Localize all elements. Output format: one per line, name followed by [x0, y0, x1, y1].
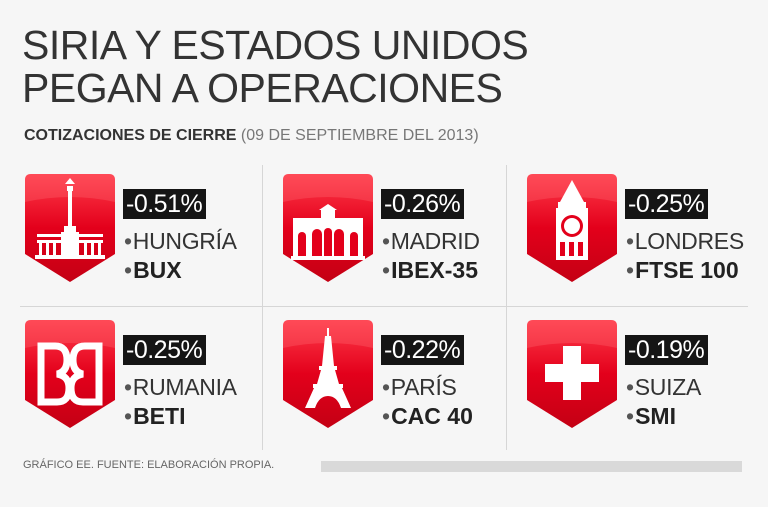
market-card-hungria: -0.51% •HUNGRÍA •BUX — [20, 172, 260, 302]
market-country: •MADRID — [382, 228, 480, 254]
change-value: -0.51% — [123, 189, 207, 219]
market-card-suiza: -0.19% •SUIZA •SMI — [522, 318, 762, 448]
bvb-logo-icon — [23, 318, 117, 430]
market-country: •LONDRES — [626, 228, 744, 254]
eiffel-tower-icon — [281, 318, 375, 430]
market-index: •BUX — [124, 257, 182, 283]
market-card-rumania: -0.25% •RUMANIA •BETI — [20, 318, 260, 448]
footer-source: GRÁFICO EE. FUENTE: ELABORACIÓN PROPIA. — [23, 459, 275, 471]
change-value: -0.25% — [625, 189, 709, 219]
divider-horizontal — [20, 306, 748, 307]
market-index: •FTSE 100 — [626, 257, 739, 283]
change-value: -0.19% — [625, 335, 709, 365]
market-index: •IBEX-35 — [382, 257, 478, 283]
market-country: •PARÍS — [382, 374, 457, 400]
subtitle-date: (09 DE SEPTIEMBRE DEL 2013) — [240, 127, 479, 144]
market-index: •CAC 40 — [382, 403, 473, 429]
market-country: •SUIZA — [626, 374, 701, 400]
market-card-madrid: -0.26% •MADRID •IBEX-35 — [278, 172, 518, 302]
subtitle-bold: COTIZACIONES DE CIERRE — [24, 127, 237, 144]
divider-vertical — [262, 165, 263, 450]
market-country: •HUNGRÍA — [124, 228, 237, 254]
change-value: -0.25% — [123, 335, 207, 365]
alcala-gate-icon — [281, 172, 375, 284]
monument-icon — [23, 172, 117, 284]
title-line-1: SIRIA Y ESTADOS UNIDOS — [22, 22, 529, 68]
market-card-paris: -0.22% •PARÍS •CAC 40 — [278, 318, 518, 448]
market-index: •SMI — [626, 403, 676, 429]
infographic-title: SIRIA Y ESTADOS UNIDOS PEGAN A OPERACION… — [22, 22, 529, 111]
change-value: -0.22% — [381, 335, 465, 365]
title-line-2: PEGAN A OPERACIONES — [22, 65, 503, 111]
subtitle: COTIZACIONES DE CIERRE (09 DE SEPTIEMBRE… — [24, 127, 479, 145]
big-ben-icon — [525, 172, 619, 284]
divider-vertical — [506, 165, 507, 450]
market-index: •BETI — [124, 403, 186, 429]
market-card-londres: -0.25% •LONDRES •FTSE 100 — [522, 172, 762, 302]
market-country: •RUMANIA — [124, 374, 237, 400]
markets-grid: -0.51% •HUNGRÍA •BUX — [20, 160, 748, 450]
footer-bar — [321, 461, 742, 472]
change-value: -0.26% — [381, 189, 465, 219]
swiss-cross-icon — [525, 318, 619, 430]
